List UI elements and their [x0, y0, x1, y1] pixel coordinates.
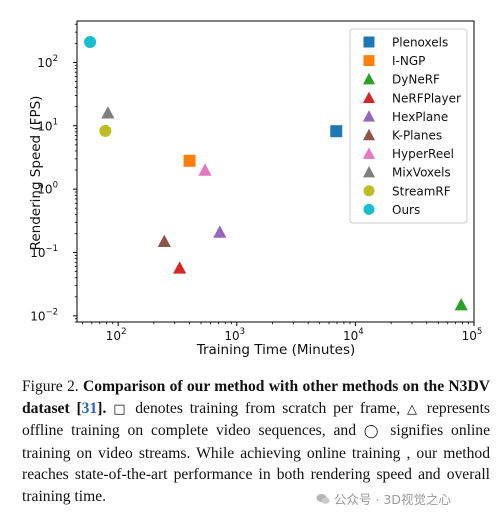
x-tick-label: 103	[224, 327, 245, 343]
data-point-i-ngp	[183, 154, 196, 167]
watermark-text: 公众号 · 3D视觉之心	[333, 492, 451, 507]
legend: Plenoxels I-NGP DyNeRF NeRFPlayer HexPlane K-…	[349, 28, 468, 224]
caption-text-1: denotes training from scratch per frame,	[128, 399, 408, 417]
circle-symbol: ◯	[363, 424, 383, 439]
data-point-ours	[84, 35, 97, 48]
axis-ticks: 102 103 104 105 10−2 10−1 100 101 102	[30, 23, 483, 343]
data-point-streamrf	[99, 124, 112, 137]
legend-box	[349, 28, 468, 224]
data-point-k-planes	[157, 234, 171, 248]
legend-marker-k-planes	[362, 128, 376, 141]
x-tick-label: 104	[343, 327, 364, 343]
x-tick-label: 105	[462, 327, 483, 343]
data-point-dynerf	[454, 298, 468, 311]
y-tick-label: 100	[37, 181, 58, 197]
caption-label: Figure 2.	[22, 378, 79, 395]
data-points	[84, 35, 468, 311]
legend-marker-ours	[363, 203, 375, 215]
legend-marker-hyperreel	[362, 147, 376, 159]
legend-label: StreamRF	[392, 184, 451, 198]
plot-area	[76, 20, 475, 323]
y-axis-label: Rendering Speed (FPS)	[28, 96, 44, 251]
scatter-chart: 102 103 104 105 10−2 10−1 100 101 102 Plenoxels I…	[28, 20, 483, 358]
legend-label: K-Planes	[392, 129, 442, 143]
citation-link[interactable]: 31	[81, 399, 98, 417]
legend-marker-mixvoxels	[362, 165, 376, 178]
x-axis-label: Training Time (Minutes)	[196, 342, 356, 358]
legend-marker-nerfplayer	[362, 91, 376, 104]
figure-caption: Figure 2. Comparison of our method with …	[22, 376, 490, 507]
triangle-symbol: △	[407, 401, 420, 417]
legend-marker-i-ngp	[363, 55, 375, 67]
legend-label: NeRFPlayer	[392, 91, 461, 105]
y-tick-label: 101	[37, 117, 58, 133]
wechat-icon	[316, 494, 330, 504]
data-point-nerfplayer	[173, 261, 187, 274]
caption-text-3: signifies online training on video strea…	[22, 422, 490, 505]
y-tick-label: 102	[37, 54, 58, 70]
legend-label: DyNeRF	[392, 73, 440, 87]
legend-marker-dynerf	[362, 72, 376, 85]
watermark: 公众号 · 3D视觉之心	[316, 489, 451, 508]
data-point-plenoxels	[330, 125, 343, 138]
legend-marker-hexplane	[362, 110, 376, 122]
data-point-hexplane	[213, 225, 227, 238]
legend-label: Plenoxels	[392, 36, 448, 50]
x-tick-label: 102	[106, 327, 127, 343]
legend-label: HyperReel	[392, 147, 454, 161]
legend-marker-streamrf	[363, 185, 375, 197]
square-symbol: □	[113, 401, 129, 417]
caption-title: Comparison of our method with other meth…	[22, 378, 490, 417]
legend-label: MixVoxels	[392, 166, 451, 180]
data-point-hyperreel	[198, 163, 212, 176]
legend-marker-plenoxels	[363, 36, 375, 48]
caption-text-2: represents offline training on complete …	[22, 399, 490, 440]
y-tick-label: 10−1	[30, 244, 58, 260]
legend-label: I-NGP	[392, 54, 425, 68]
y-tick-label: 10−2	[30, 307, 58, 323]
data-point-mixvoxels	[101, 106, 115, 119]
plot-frame	[76, 20, 475, 323]
legend-label: Ours	[392, 203, 420, 217]
legend-label: HexPlane	[392, 110, 448, 124]
